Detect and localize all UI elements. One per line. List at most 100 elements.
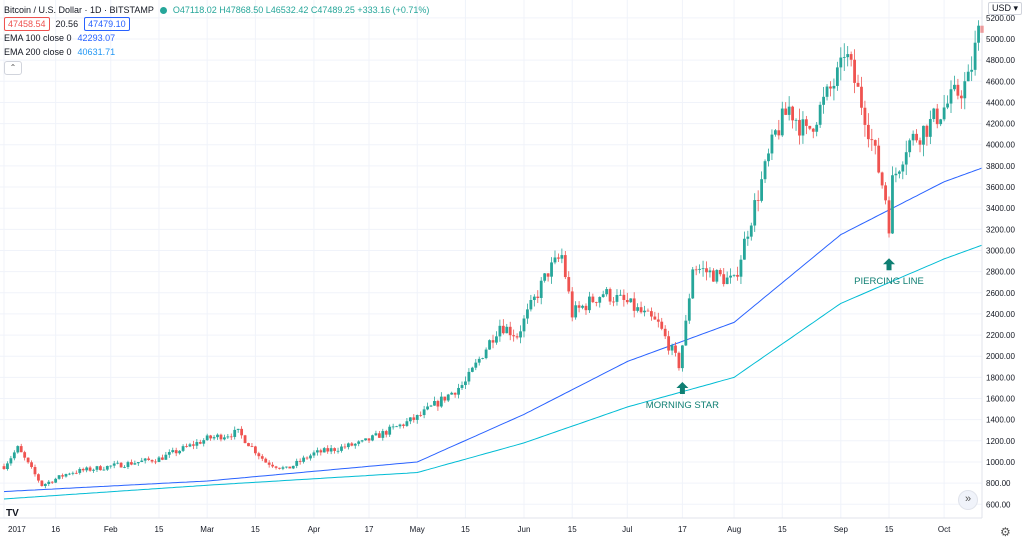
time-axis: 2017 16 Feb 15 Mar 15 Apr 17 May 15 Jun 15 Jul 17 Aug 1… xyxy=(0,517,982,534)
ema100-label: EMA 100 close 0 xyxy=(4,33,72,43)
candle-body xyxy=(333,448,336,451)
candle-body xyxy=(209,435,213,439)
candle-body xyxy=(9,458,13,464)
ema100-line xyxy=(3,167,983,493)
ema200-row[interactable]: EMA 200 close 0 40631.71 xyxy=(4,45,429,59)
candle-body xyxy=(570,291,574,318)
candle-body xyxy=(901,164,905,172)
candle-body xyxy=(594,302,598,303)
candle-body xyxy=(23,452,27,458)
candle-body xyxy=(681,345,684,369)
candle-body xyxy=(130,462,133,465)
candle-body xyxy=(374,433,378,436)
time-tick-label: May xyxy=(410,525,425,534)
candle-body xyxy=(808,125,812,129)
candle-body xyxy=(922,125,925,145)
candle-body xyxy=(484,349,488,359)
candle-body xyxy=(295,460,299,466)
candle-body xyxy=(371,435,374,441)
candle-body xyxy=(756,200,760,201)
candle-body xyxy=(612,301,615,303)
candle-body xyxy=(574,305,578,318)
candle-body xyxy=(870,139,874,141)
candle-body xyxy=(302,457,305,462)
candle-body xyxy=(240,428,244,436)
candle-body xyxy=(711,270,715,282)
candle-body xyxy=(212,437,216,439)
candle-body xyxy=(171,450,175,453)
gear-icon[interactable]: ⚙ xyxy=(1000,525,1011,539)
candle-body xyxy=(312,452,316,456)
candle-body xyxy=(894,173,898,176)
candle-body xyxy=(426,406,429,410)
candle-body xyxy=(839,57,843,68)
candle-body xyxy=(388,426,392,435)
candle-body xyxy=(508,326,512,336)
time-tick-label: 17 xyxy=(365,525,374,534)
candle-body xyxy=(305,457,309,459)
candle-body xyxy=(853,59,856,83)
time-tick-label: 15 xyxy=(461,525,470,534)
candle-body xyxy=(770,134,774,154)
candle-body xyxy=(319,450,323,453)
candle-body xyxy=(505,326,509,334)
candle-body xyxy=(326,448,330,452)
candle-body xyxy=(801,119,805,136)
price-tick-label: 1200.00 xyxy=(986,437,1015,446)
candle-body xyxy=(598,297,602,303)
candle-body xyxy=(405,421,409,426)
candle-body xyxy=(161,457,164,460)
candle-body xyxy=(866,124,870,140)
chart-legend: Bitcoin / U.S. Dollar · 1D · BITSTAMP O4… xyxy=(4,3,429,75)
candle-body xyxy=(40,480,44,486)
candle-body xyxy=(550,262,553,277)
candle-body xyxy=(773,130,777,135)
candle-body xyxy=(660,321,664,329)
annotation-label: PIERCING LINE xyxy=(854,276,924,287)
candle-body xyxy=(846,54,850,58)
candle-body xyxy=(457,387,460,395)
ema100-row[interactable]: EMA 100 close 0 42293.07 xyxy=(4,31,429,45)
candle-body xyxy=(670,345,674,351)
candle-body xyxy=(350,443,354,446)
candle-body xyxy=(932,108,936,120)
candle-body xyxy=(408,417,412,422)
scroll-to-realtime-button[interactable]: » xyxy=(958,490,978,510)
candle-body xyxy=(842,57,846,58)
candle-body xyxy=(464,381,467,386)
candle-body xyxy=(663,328,667,337)
grid-layer xyxy=(0,0,982,518)
price-tick-label: 4600.00 xyxy=(986,77,1015,86)
candle-body xyxy=(818,104,822,125)
price-tick-label: 1800.00 xyxy=(986,373,1015,382)
time-tick-label: Oct xyxy=(938,525,951,534)
time-tick-label: 17 xyxy=(678,525,687,534)
candle-body xyxy=(915,133,918,141)
candle-body xyxy=(133,463,137,465)
candle-body xyxy=(632,298,636,311)
sell-price-button[interactable]: 47458.54 xyxy=(4,17,50,31)
candle-body xyxy=(92,469,95,471)
candle-body xyxy=(164,454,168,460)
candle-body xyxy=(942,107,946,120)
candle-body xyxy=(725,277,729,285)
price-tick-label: 4200.00 xyxy=(986,120,1015,129)
candle-body xyxy=(918,140,922,145)
collapse-legend-button[interactable]: ⌃ xyxy=(4,61,22,75)
candle-body xyxy=(74,472,78,474)
candle-body xyxy=(377,433,381,438)
candle-body xyxy=(849,54,853,60)
price-tick-label: 600.00 xyxy=(986,500,1011,509)
candle-body xyxy=(64,474,68,477)
buy-price-button[interactable]: 47479.10 xyxy=(84,17,130,31)
candle-body xyxy=(791,106,794,121)
candle-body xyxy=(832,85,836,89)
candle-body xyxy=(557,257,560,259)
candle-body xyxy=(488,340,491,350)
candle-body xyxy=(236,428,240,430)
time-tick-label: 15 xyxy=(885,525,894,534)
ema100-layer xyxy=(3,167,983,493)
currency-selector[interactable]: USD ▾ xyxy=(987,2,1022,15)
